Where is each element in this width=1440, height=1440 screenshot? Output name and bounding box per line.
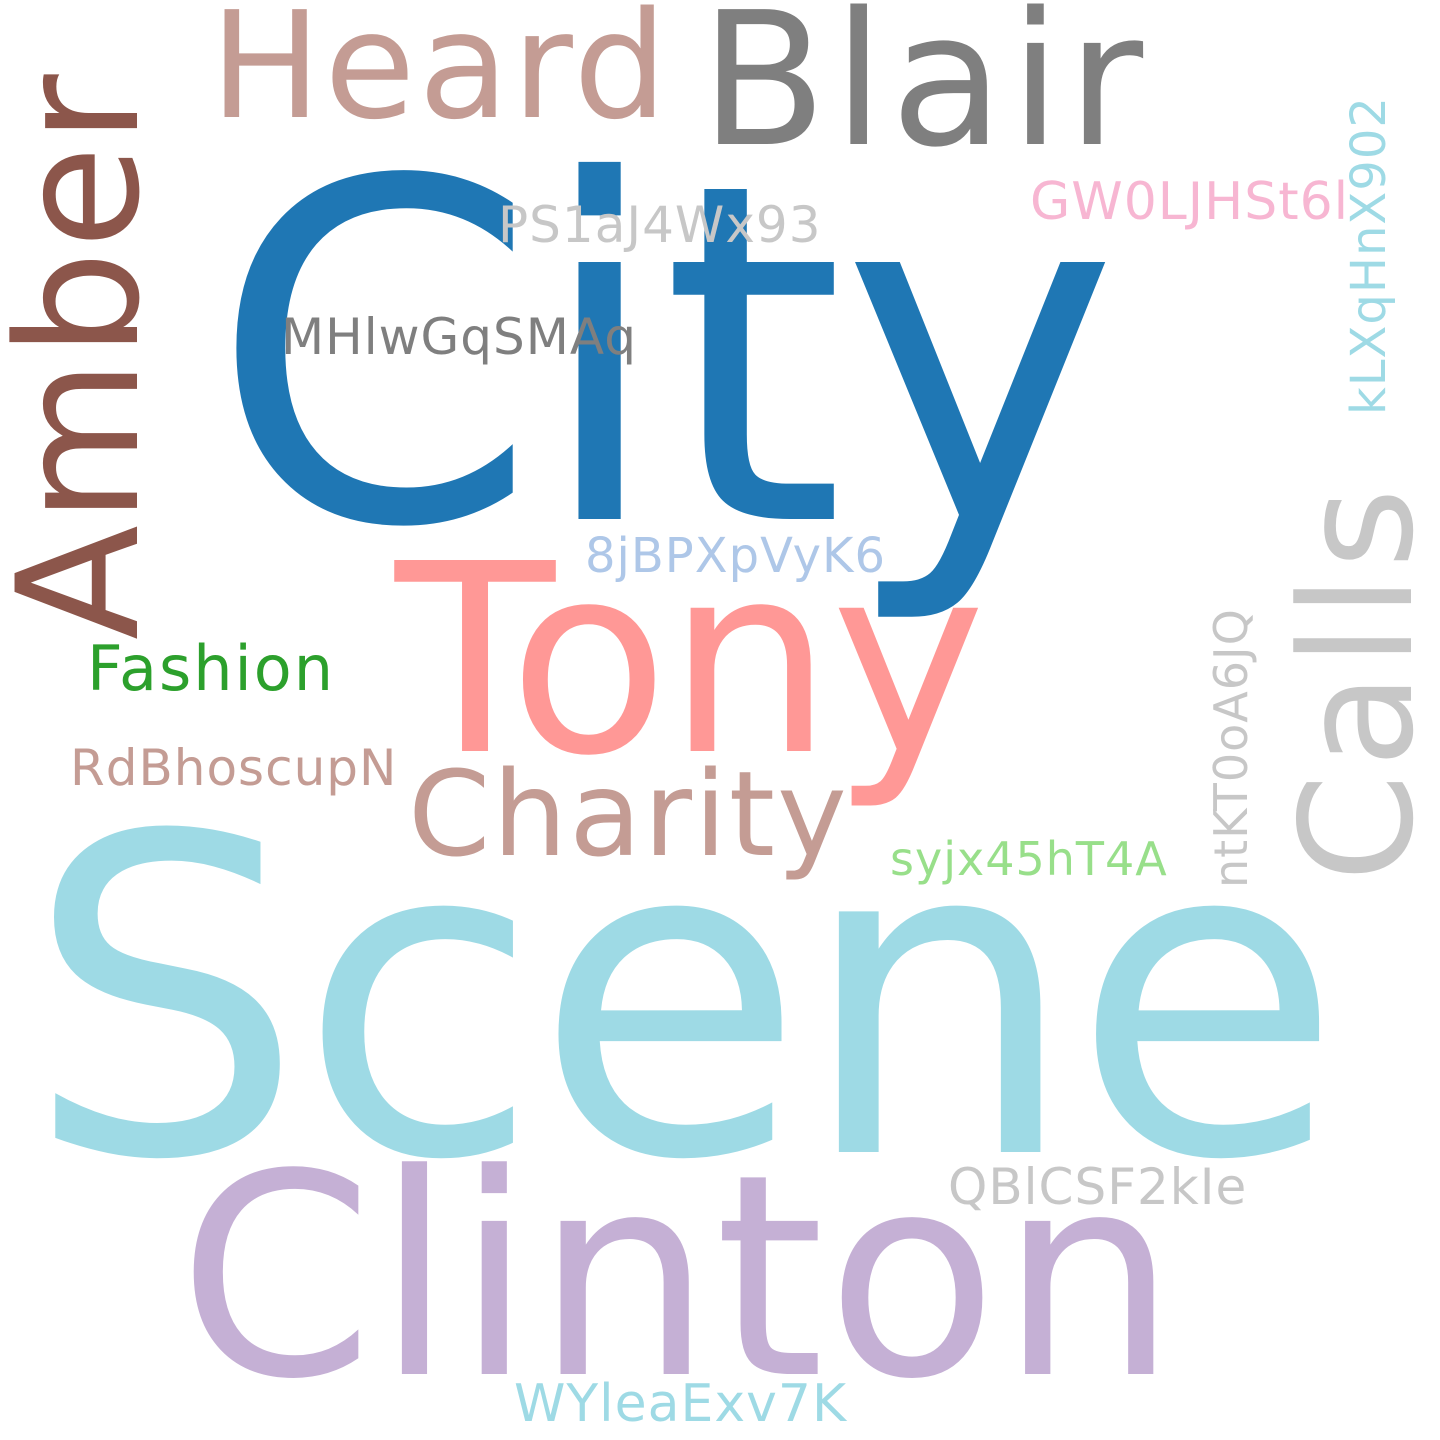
word-heard: Heard [210, 0, 671, 152]
word-clinton: Clinton [178, 1115, 1180, 1440]
word-wyleaexv7k: WYleaExv7K [514, 1374, 848, 1434]
word-8jbpxpvyk6: 8jBPXpVyK6 [585, 528, 887, 584]
word-scene: Scene [25, 744, 1342, 1256]
word-ntkt0oa6jq: ntKT0oA6JQ [1204, 608, 1258, 888]
word-rdbhoscupn: RdBhoscupN [70, 739, 398, 797]
word-syjx45ht4a: syjx45hT4A [890, 832, 1168, 886]
word-fashion: Fashion [87, 632, 336, 705]
word-city: City [210, 83, 1119, 630]
word-tony: Tony [395, 508, 986, 813]
word-blair: Blair [700, 0, 1150, 188]
word-ps1aj4wx93: PS1aJ4Wx93 [498, 196, 822, 254]
word-gw0ljhst6l: GW0LJHSt6l [1030, 172, 1350, 232]
word-qblcsf2kie: QBlCSF2kIe [948, 1158, 1248, 1216]
word-amber: Amber [0, 72, 177, 640]
word-klxqhnx902: kLXqHnX902 [1341, 96, 1397, 415]
word-mhlwgqsmaq: MHlwGqSMAq [281, 308, 637, 366]
word-charity: Charity [408, 745, 849, 883]
word-calls: Calls [1267, 481, 1440, 882]
